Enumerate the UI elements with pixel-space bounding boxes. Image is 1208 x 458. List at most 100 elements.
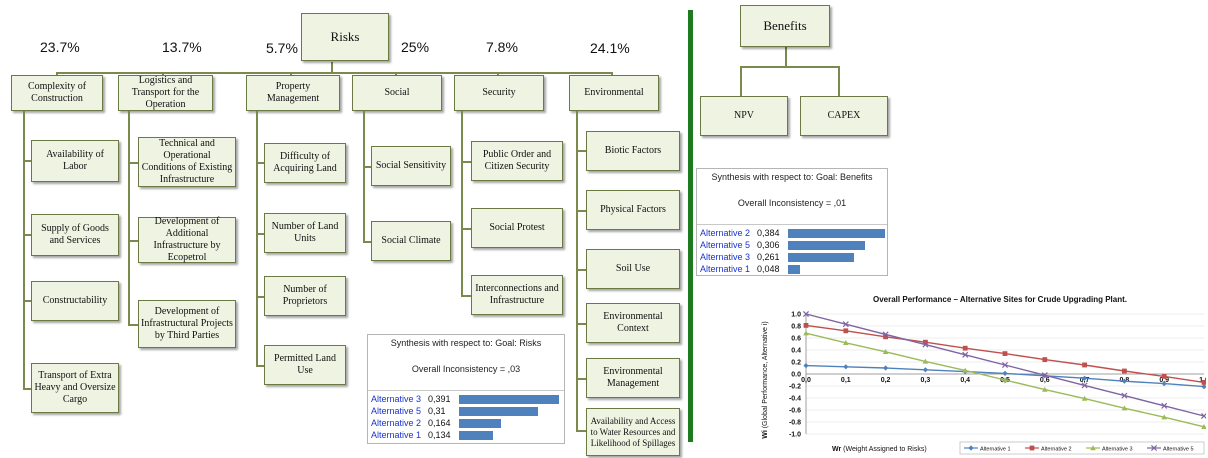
data-point (1161, 402, 1168, 409)
subcriterion-box: Technical and Operational Conditions of … (138, 137, 236, 187)
criterion-box: Complexity of Construction (11, 75, 103, 111)
data-point (1001, 361, 1009, 369)
subcriterion-label: Physical Factors (600, 204, 666, 215)
connector (23, 111, 25, 389)
benefit-criterion-box: NPV (700, 96, 788, 136)
connector (23, 234, 31, 236)
value-bar (788, 229, 885, 238)
subcriterion-box: Soil Use (586, 249, 680, 289)
data-point (922, 341, 929, 348)
benefit-criterion-label: CAPEX (827, 110, 861, 121)
data-point (1201, 384, 1206, 390)
connector (740, 66, 742, 96)
x-axis-label: Wr (Weight Assigned to Risks) (832, 446, 927, 453)
alternative-name: Alternative 5 (371, 406, 422, 416)
benefits-root-label: Benefits (763, 18, 807, 33)
legend-box (959, 441, 1205, 455)
data-point (962, 345, 968, 351)
subcriterion-box: Development of Infrastructural Projects … (138, 300, 236, 348)
y-tick-label: 0.6 (791, 336, 801, 343)
subcriterion-box: Social Climate (371, 221, 451, 261)
value-bar (788, 265, 800, 274)
subcriterion-label: Environmental Management (603, 366, 663, 389)
criterion-label: Social (384, 87, 410, 98)
alternative-value: 0,31 (428, 406, 446, 416)
legend-label: Alternative 5 (1163, 447, 1194, 453)
y-tick-label: 0.8 (791, 324, 801, 331)
subcriterion-label: Technical and Operational Conditions of … (141, 138, 233, 185)
subcriterion-label: Biotic Factors (604, 145, 662, 156)
criterion-label: Environmental (584, 87, 644, 98)
connector (576, 111, 578, 431)
data-point (1081, 395, 1088, 401)
subcriterion-label: Social Sensitivity (375, 160, 447, 171)
alternative-value: 0,134 (428, 430, 451, 440)
series-alternative-3 (803, 330, 1206, 429)
data-point (1042, 386, 1048, 392)
alternative-name: Alternative 3 (700, 252, 751, 262)
data-point (843, 328, 849, 334)
value-bar (459, 419, 501, 428)
criterion-percent: 5.7% (266, 40, 298, 56)
subcriterion-label: Number of Proprietors (282, 284, 328, 307)
series-alternative-2 (803, 323, 1206, 385)
criterion-label: Logistics and Transport for the Operatio… (131, 75, 200, 110)
subcriterion-box: Environmental Management (586, 358, 680, 398)
risks-root-box: Risks (301, 13, 389, 61)
y-axis-label: Wi (Global Performance, Alternative i) (762, 321, 769, 438)
benefits-root-box: Benefits (740, 5, 830, 47)
subcriterion-box: Social Sensitivity (371, 146, 451, 186)
connector (363, 111, 365, 242)
subcriterion-box: Number of Land Units (264, 213, 346, 253)
synthesis-inconsistency: Overall Inconsistency = ,03 (411, 364, 521, 374)
chart-title: Overall Performance – Alternative Sites … (873, 295, 1127, 304)
criterion-label: Complexity of Construction (27, 81, 87, 104)
data-point (1161, 381, 1167, 387)
data-point (1121, 405, 1128, 411)
data-point (1121, 392, 1128, 399)
subcriterion-box: Supply of Goods and Services (31, 214, 119, 256)
subcriterion-label: Interconnections and Infrastructure (475, 283, 559, 306)
vertical-separator (688, 10, 693, 442)
data-point (1042, 357, 1048, 362)
synthesis-inconsistency: Overall Inconsistency = ,01 (737, 198, 847, 208)
subcriterion-label: Social Protest (489, 222, 545, 233)
subcriterion-label: Public Order and Citizen Security (482, 149, 552, 172)
criterion-percent: 13.7% (162, 39, 202, 55)
subcriterion-box: Environmental Context (586, 303, 680, 343)
alternative-value: 0,306 (757, 240, 780, 250)
alternative-name: Alternative 5 (700, 240, 751, 250)
x-tick-label: 0,6 (1040, 377, 1050, 384)
criterion-box: Property Management (246, 75, 340, 111)
series-alternative-5 (802, 310, 1206, 420)
data-point (922, 358, 929, 364)
data-point (843, 340, 849, 345)
subcriterion-label: Constructability (42, 295, 108, 306)
value-bar (788, 253, 854, 262)
subcriterion-label: Development of Additional Infrastructure… (153, 216, 221, 263)
criterion-box: Security (454, 75, 544, 111)
divider (697, 224, 887, 225)
data-point (803, 330, 809, 336)
risks-synthesis-panel: Synthesis with respect to: Goal: Risks O… (367, 334, 565, 444)
alternative-value: 0,261 (757, 252, 780, 262)
legend-label: Alternative 3 (1102, 447, 1133, 453)
subcriterion-box: Difficulty of Acquiring Land (264, 143, 346, 183)
connector (290, 72, 292, 76)
criterion-label: Security (482, 87, 516, 98)
synthesis-row: Alternative 3 0,261 (697, 252, 887, 263)
y-tick-label: -1.0 (789, 432, 801, 439)
data-point (1041, 372, 1048, 379)
subcriterion-box: Public Order and Citizen Security (471, 141, 563, 181)
y-tick-label: -0.4 (789, 396, 801, 403)
y-tick-label: 0.2 (791, 360, 801, 367)
connector (461, 295, 471, 297)
synthesis-row: Alternative 2 0,384 (697, 228, 887, 239)
data-point (883, 365, 889, 371)
x-tick-label: 0,9 (1159, 377, 1169, 384)
subcriterion-label: Difficulty of Acquiring Land (273, 151, 337, 174)
connector (23, 160, 31, 162)
data-point (803, 363, 809, 369)
data-point (1161, 374, 1167, 379)
x-tick-label: 0,4 (960, 377, 970, 384)
